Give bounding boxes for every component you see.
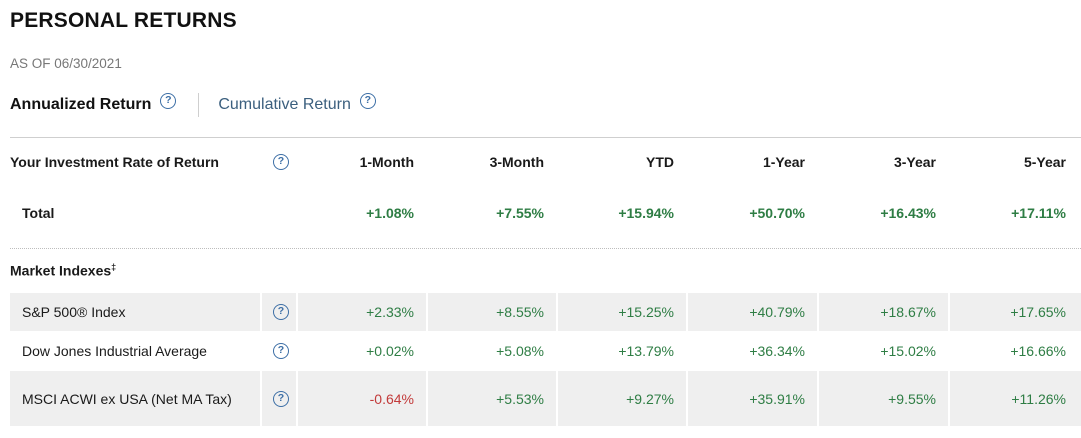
index-value-5-year: +17.65% — [1010, 304, 1066, 320]
index-value-3-month: +5.08% — [496, 343, 544, 359]
index-name: S&P 500® Index — [22, 304, 126, 320]
index-value-ytd: +13.79% — [618, 343, 674, 359]
index-name: Dow Jones Industrial Average — [22, 343, 207, 359]
as-of-date: AS OF 06/30/2021 — [10, 56, 122, 71]
index-row: Dow Jones Industrial Average ? +0.02% +5… — [10, 333, 1081, 369]
help-icon[interactable]: ? — [273, 343, 289, 359]
table-top-divider — [10, 137, 1081, 138]
help-icon[interactable]: ? — [273, 154, 289, 170]
column-header-3-year: 3-Year — [893, 154, 936, 170]
index-value-3-month: +8.55% — [496, 304, 544, 320]
column-header-1-year: 1-Year — [762, 154, 805, 170]
tab-cumulative-return[interactable]: Cumulative Return ? — [218, 93, 376, 114]
index-help-cell: ? — [273, 333, 293, 369]
market-indexes-text: Market Indexes — [10, 262, 112, 279]
index-value-1-year: +35.91% — [749, 390, 805, 407]
index-value-3-month: +5.53% — [496, 390, 544, 407]
total-value-ytd: +15.94% — [618, 205, 674, 221]
help-icon[interactable]: ? — [273, 390, 289, 407]
help-icon[interactable]: ? — [359, 93, 376, 109]
index-value-ytd: +9.27% — [626, 390, 674, 407]
index-value-1-month: +0.02% — [366, 343, 414, 359]
return-type-tabs: Annualized Return ? Cumulative Return ? — [10, 92, 376, 118]
market-indexes-footnote: ‡ — [111, 262, 117, 272]
investment-help-cell: ? — [273, 148, 293, 176]
help-icon[interactable]: ? — [160, 93, 177, 109]
help-icon[interactable]: ? — [273, 304, 289, 320]
column-header-1-month: 1-Month — [359, 154, 414, 170]
column-header-3-month: 3-Month — [489, 154, 544, 170]
total-value-3-month: +7.55% — [496, 205, 544, 221]
index-value-3-year: +9.55% — [888, 390, 936, 407]
index-value-5-year: +11.26% — [1011, 390, 1066, 407]
index-value-1-year: +40.79% — [749, 304, 805, 320]
total-label: Total — [22, 205, 55, 221]
index-name: MSCI ACWI ex USA (Net MA Tax) — [22, 390, 232, 407]
tab-annualized-label: Annualized Return — [10, 96, 152, 113]
total-value-5-year: +17.11% — [1011, 205, 1066, 221]
column-header-5-year: 5-Year — [1023, 154, 1066, 170]
total-value-1-year: +50.70% — [749, 205, 805, 221]
market-indexes-label: Market Indexes‡ — [10, 262, 116, 279]
total-value-1-month: +1.08% — [366, 205, 414, 221]
investment-rate-label: Your Investment Rate of Return — [10, 154, 219, 170]
tab-cumulative-label: Cumulative Return — [218, 96, 351, 113]
total-row: Total +1.08% +7.55% +15.94% +50.70% +16.… — [10, 199, 1081, 227]
column-header-ytd: YTD — [646, 154, 674, 170]
index-value-5-year: +16.66% — [1010, 343, 1066, 359]
index-row: MSCI ACWI ex USA (Net MA Tax) ? -0.64% +… — [10, 371, 1081, 426]
index-value-3-year: +15.02% — [880, 343, 936, 359]
index-row: S&P 500® Index ? +2.33% +8.55% +15.25% +… — [10, 293, 1081, 331]
index-value-ytd: +15.25% — [618, 304, 674, 320]
total-value-3-year: +16.43% — [880, 205, 936, 221]
page-title: PERSONAL RETURNS — [10, 9, 237, 32]
tab-divider — [198, 93, 200, 117]
index-help-cell: ? — [273, 371, 293, 426]
index-value-3-year: +18.67% — [880, 304, 936, 320]
index-value-1-month: -0.64% — [369, 390, 414, 407]
index-value-1-month: +2.33% — [366, 304, 414, 320]
returns-header-row: Your Investment Rate of Return ? 1-Month… — [10, 148, 1081, 176]
index-help-cell: ? — [273, 293, 293, 331]
tab-annualized-return[interactable]: Annualized Return ? — [10, 93, 177, 114]
index-value-1-year: +36.34% — [749, 343, 805, 359]
section-divider — [10, 248, 1081, 249]
